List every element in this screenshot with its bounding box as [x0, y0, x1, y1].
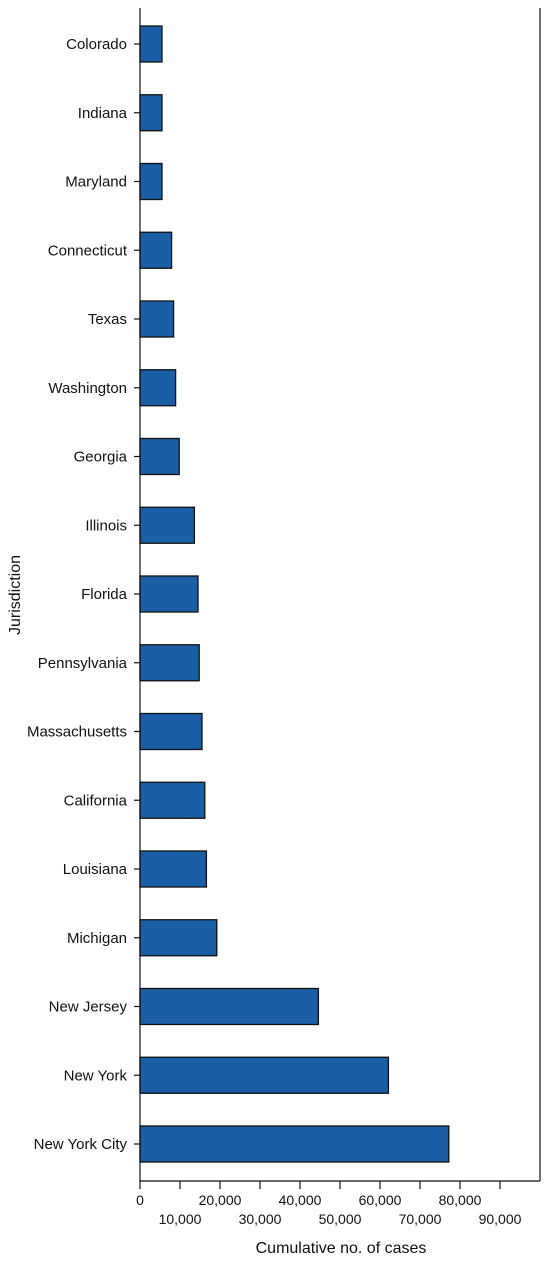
category-label: Massachusetts: [27, 724, 127, 741]
category-label: Connecticut: [48, 242, 128, 259]
bar: [139, 162, 163, 201]
bars-layer: [139, 25, 450, 1163]
x-tick-label: 10,000: [159, 1211, 202, 1227]
x-tick-label: 50,000: [319, 1211, 362, 1227]
x-tick-label: 60,000: [359, 1192, 402, 1208]
bar: [139, 94, 163, 132]
x-tick-label: 40,000: [279, 1192, 322, 1208]
category-label: Indiana: [78, 105, 128, 122]
bar: [139, 506, 196, 544]
category-label: New York: [64, 1067, 128, 1084]
bar: [139, 231, 173, 269]
y-axis-title: Jurisdiction: [7, 555, 24, 635]
bar: [139, 300, 175, 338]
ticks-layer: 0 10,000 20,000 30,000 40,000 50,000 60,000 70,…: [134, 43, 522, 1227]
category-label: Colorado: [66, 36, 127, 53]
category-label: Illinois: [85, 517, 127, 534]
bar: [139, 1125, 450, 1163]
bar: [139, 644, 200, 682]
x-tick-label: 80,000: [439, 1192, 482, 1208]
category-labels: Colorado Indiana Maryland Connecticut Texas W…: [27, 36, 128, 1153]
bar: [139, 25, 163, 63]
x-axis-title: Cumulative no. of cases: [256, 1240, 427, 1257]
bar: [139, 1056, 390, 1094]
category-label: Maryland: [65, 174, 127, 191]
category-label: Texas: [88, 311, 127, 328]
category-label: New Jersey: [49, 999, 128, 1016]
category-label: Pennsylvania: [38, 655, 128, 672]
bar: [139, 712, 203, 751]
category-label: Florida: [81, 586, 128, 603]
x-tick-label: 90,000: [479, 1211, 522, 1227]
category-label: New York City: [34, 1136, 128, 1153]
bar: [139, 850, 208, 888]
bar: [139, 369, 177, 407]
category-label: Michigan: [67, 930, 127, 947]
bar: [139, 781, 206, 819]
bar: [139, 919, 218, 957]
x-tick-label: 70,000: [399, 1211, 442, 1227]
category-label: Georgia: [74, 449, 128, 466]
category-label: Louisiana: [63, 861, 128, 878]
category-label: Washington: [48, 380, 127, 397]
bar: [139, 437, 180, 476]
x-tick-label: 20,000: [199, 1192, 242, 1208]
bar: [139, 575, 199, 613]
bar: [139, 987, 320, 1026]
x-tick-label: 0: [136, 1192, 144, 1208]
category-label: California: [64, 792, 128, 809]
x-tick-label: 30,000: [239, 1211, 282, 1227]
